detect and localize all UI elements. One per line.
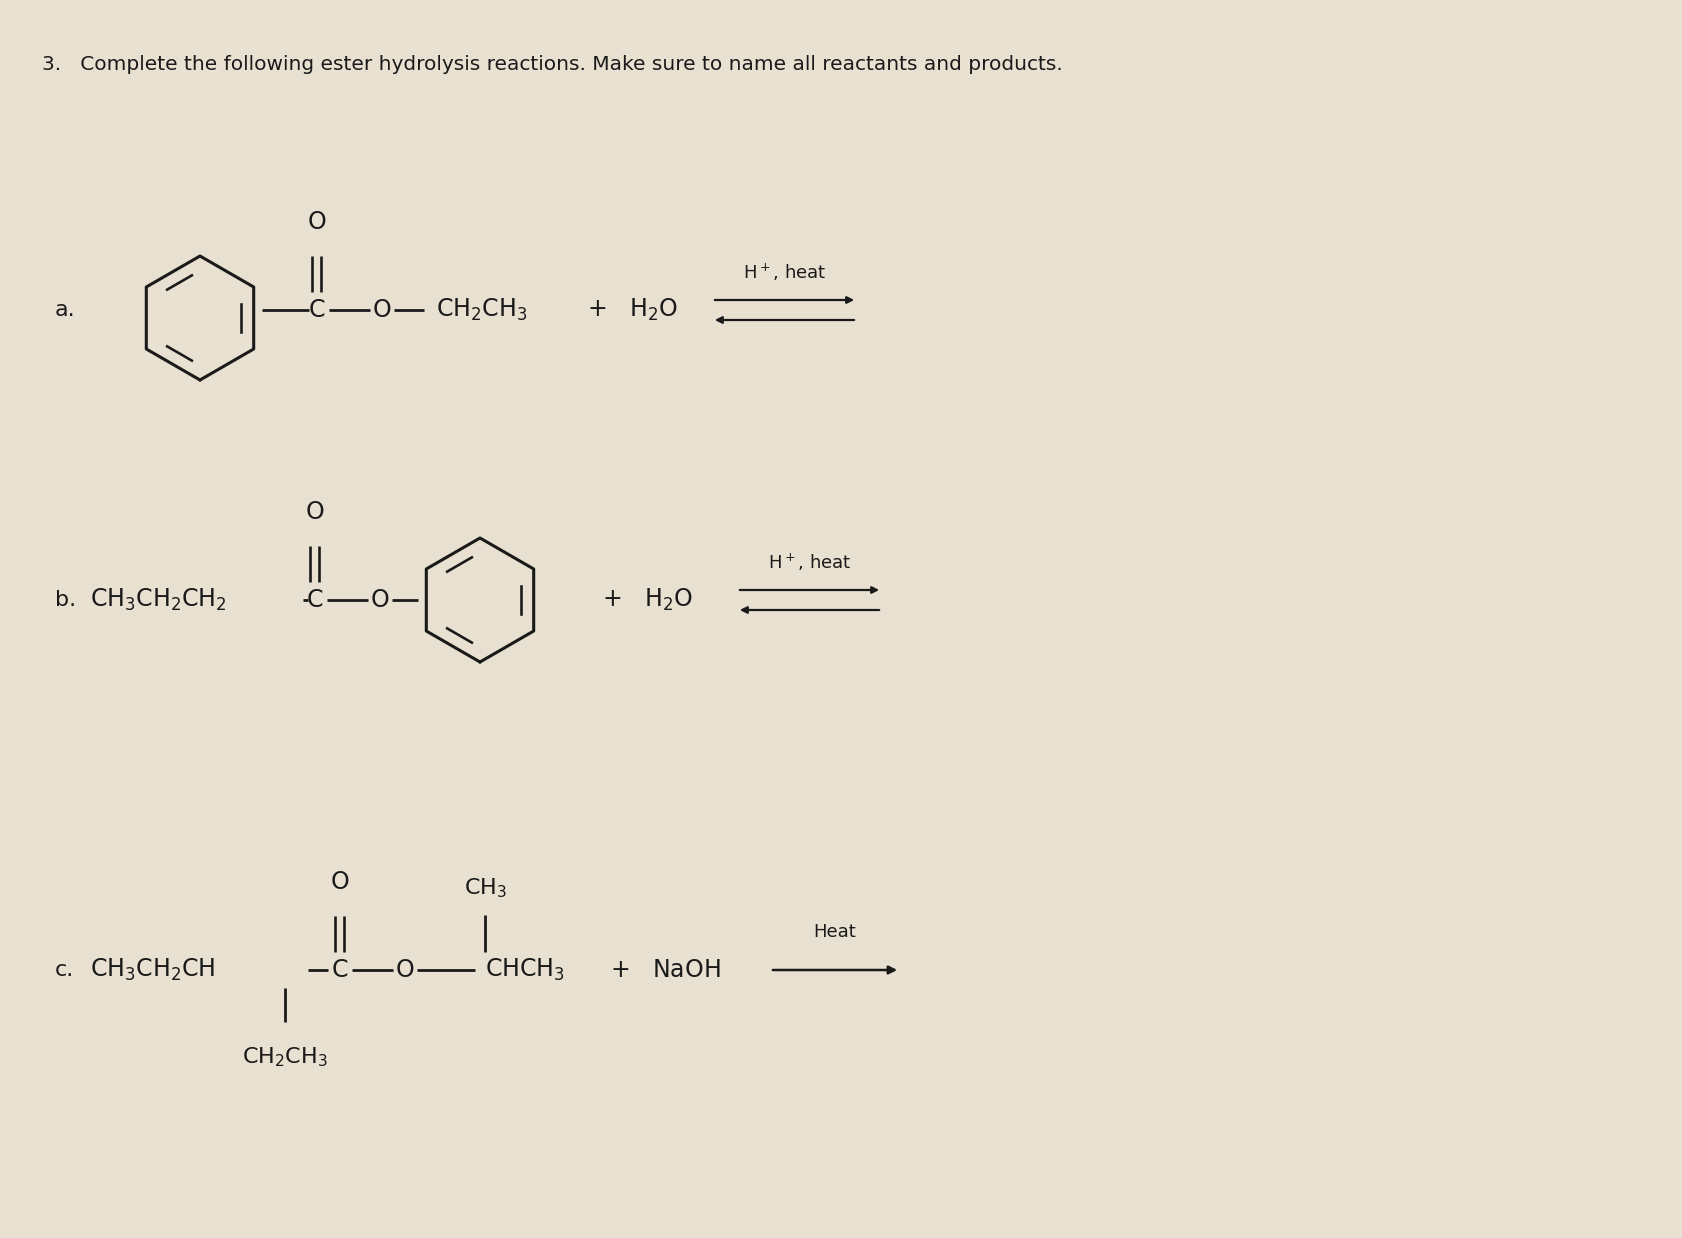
Text: O: O: [306, 500, 325, 524]
Text: CH$_3$CH$_2$CH$_2$: CH$_3$CH$_2$CH$_2$: [89, 587, 227, 613]
Text: a.: a.: [56, 300, 76, 319]
Text: H$^+$, heat: H$^+$, heat: [767, 551, 851, 573]
Text: O: O: [372, 298, 392, 322]
Text: O: O: [308, 210, 326, 234]
Text: CHCH$_3$: CHCH$_3$: [484, 957, 565, 983]
Text: 3.   Complete the following ester hydrolysis reactions. Make sure to name all re: 3. Complete the following ester hydrolys…: [42, 54, 1061, 74]
Text: O: O: [370, 588, 389, 612]
Text: b.: b.: [56, 591, 76, 610]
Text: O: O: [395, 958, 414, 982]
Text: C: C: [331, 958, 348, 982]
Text: C: C: [306, 588, 323, 612]
Text: $+$   H$_2$O: $+$ H$_2$O: [587, 297, 678, 323]
Text: c.: c.: [56, 959, 74, 980]
Text: CH$_3$: CH$_3$: [463, 877, 506, 900]
Text: C: C: [308, 298, 325, 322]
Text: $+$   H$_2$O: $+$ H$_2$O: [602, 587, 693, 613]
Text: O: O: [330, 870, 350, 894]
Text: CH$_3$CH$_2$CH: CH$_3$CH$_2$CH: [89, 957, 215, 983]
Text: $+$   NaOH: $+$ NaOH: [609, 958, 720, 982]
Text: Heat: Heat: [812, 924, 856, 941]
Text: CH$_2$CH$_3$: CH$_2$CH$_3$: [436, 297, 528, 323]
Text: CH$_2$CH$_3$: CH$_2$CH$_3$: [242, 1045, 328, 1068]
Text: H$^+$, heat: H$^+$, heat: [742, 261, 826, 282]
